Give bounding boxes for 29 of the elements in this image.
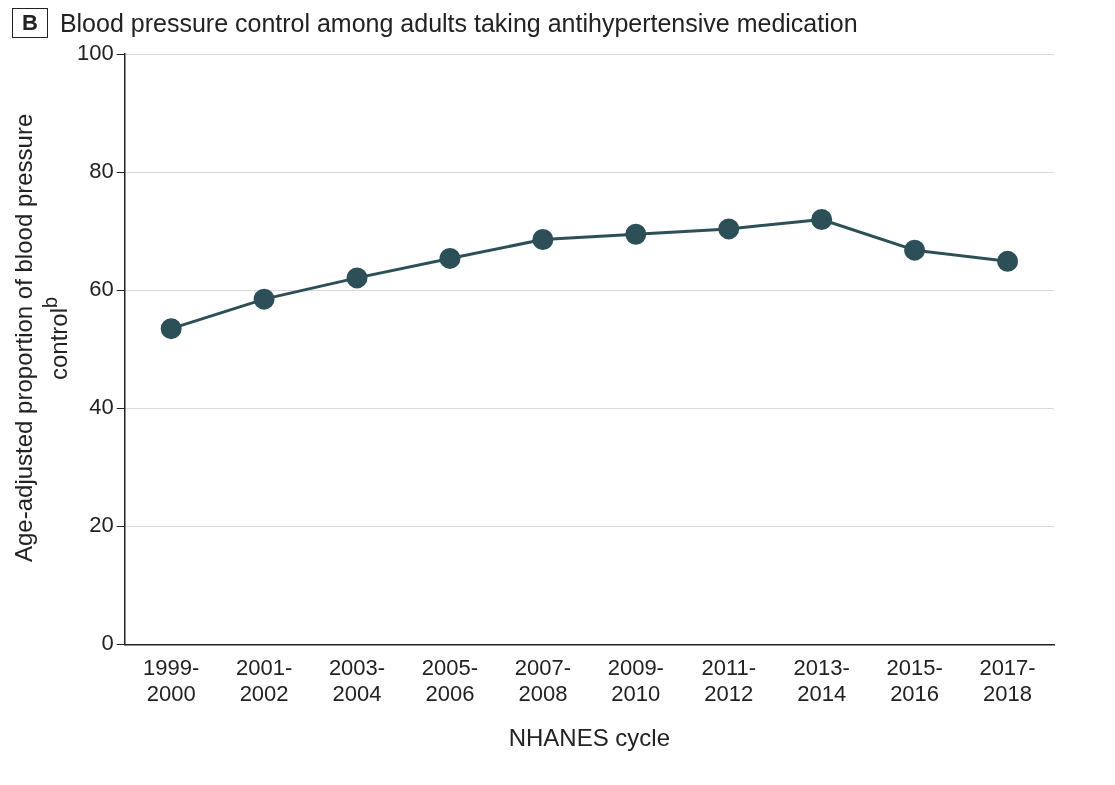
x-tick-label: 1999-2000 bbox=[143, 654, 200, 707]
x-tick-label: 2007-2008 bbox=[514, 654, 572, 707]
x-axis-title: NHANES cycle bbox=[508, 724, 671, 752]
chart-title: Blood pressure control among adults taking antihypertensive medication bbox=[59, 8, 858, 38]
point bbox=[904, 239, 926, 261]
x-tick-label: 2017-2018 bbox=[979, 654, 1036, 707]
y-tick-label: 40 bbox=[89, 394, 114, 420]
x-tick-label: 2015-2016 bbox=[886, 654, 943, 707]
point bbox=[997, 250, 1019, 272]
y-tick-label: 100 bbox=[76, 40, 114, 66]
x-tick-label: 2005-2006 bbox=[421, 654, 479, 707]
x-tick-label: 2003-2004 bbox=[328, 654, 386, 707]
y-tick-label: 60 bbox=[89, 276, 114, 302]
point bbox=[253, 288, 275, 310]
point bbox=[439, 247, 461, 269]
point bbox=[811, 208, 833, 230]
y-tick-label: 20 bbox=[89, 512, 114, 538]
y-tick-label: 0 bbox=[101, 630, 114, 656]
point bbox=[718, 218, 740, 240]
y-tick-label: 80 bbox=[89, 158, 114, 184]
x-tick-label: 2009-2010 bbox=[607, 654, 664, 707]
x-tick-label: 2013-2014 bbox=[793, 654, 850, 707]
x-tick-label: 2001-2002 bbox=[235, 654, 293, 707]
point bbox=[160, 318, 182, 340]
point bbox=[532, 229, 554, 251]
text: B bbox=[12, 8, 48, 38]
point bbox=[346, 267, 368, 289]
x-tick-label: 2011-2012 bbox=[701, 654, 757, 707]
point bbox=[625, 223, 647, 245]
